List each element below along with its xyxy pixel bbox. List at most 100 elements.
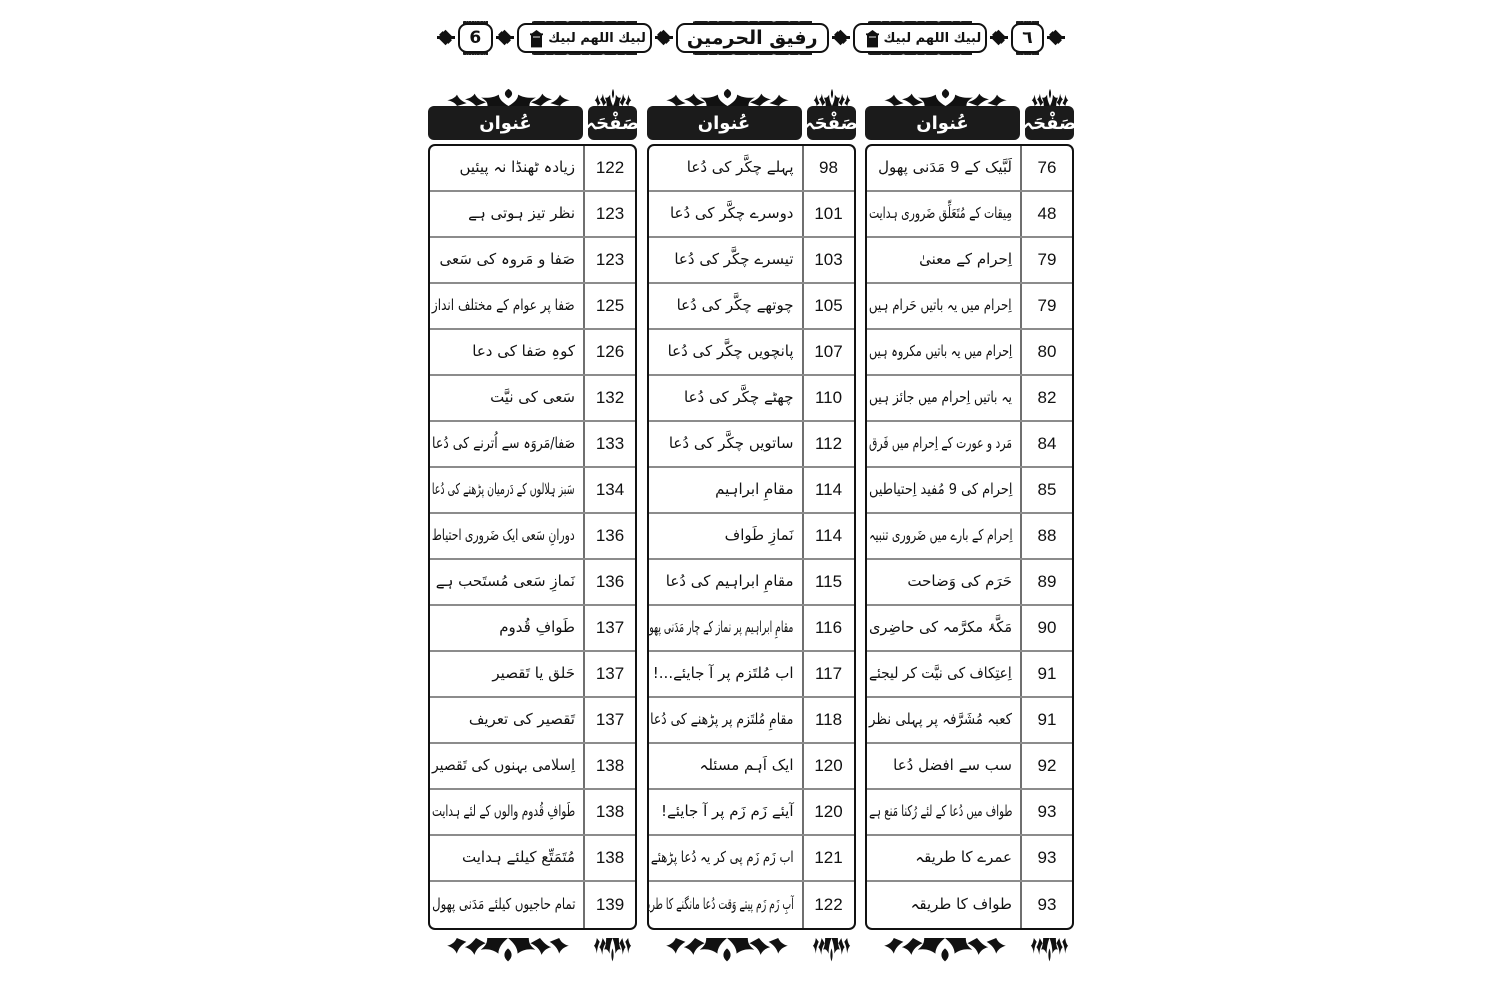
table-row[interactable]: 134 سَبز ہِلالوں کے دَرمیان پڑھنے کی دُعا (430, 468, 635, 514)
table-row[interactable]: 79 اِحرام میں یہ باتیں حَرام ہیں (867, 284, 1072, 330)
row-title: مقامِ ابراہیم کی دُعا (665, 572, 794, 591)
table-row[interactable]: 138 طَوافِ قُدوم والوں کے لئے ہدایت (430, 790, 635, 836)
table-row[interactable]: 84 مَرد و عورت کے اِحرام میں فَرق (867, 422, 1072, 468)
floral-ornament-icon (447, 938, 569, 962)
row-title: حَرَم کی وَضاحت (907, 572, 1012, 591)
header-cell-page: صَفْحَہ (1023, 106, 1076, 140)
table-row[interactable]: 137 طَوافِ قُدوم (430, 606, 635, 652)
table-row[interactable]: 85 اِحرام کی 9 مُفید اِحتیاطیں (867, 468, 1072, 514)
diamond-ornament-icon (990, 28, 1009, 48)
row-title: حَلق یا تَقصیر (492, 664, 575, 683)
table-row[interactable]: 114 مقامِ ابراہیم (648, 468, 854, 514)
row-page-number: 134 (583, 468, 635, 512)
table-row[interactable]: 122 آبِ زَم زَم پیتے وَقت دُعا مانگنے کا … (649, 882, 854, 928)
row-page-number: 79 (1020, 284, 1072, 328)
table-row[interactable]: 138 اِسلامی بہنوں کی تَقصیر (430, 744, 635, 790)
row-page-number: 92 (1020, 744, 1072, 788)
diamond-ornament-icon (1046, 28, 1065, 48)
table-row[interactable]: 93 طواف کا طریقہ (867, 882, 1072, 928)
table-row[interactable]: 117 اب مُلتَزم پر آ جایئے...! (648, 652, 854, 698)
row-title: پہلے چکَّر کی دُعا (686, 158, 794, 177)
table-row[interactable]: 118 مقامِ مُلتَزم پر پڑھنے کی دُعا (648, 698, 854, 744)
floral-ornament-icon (665, 938, 788, 962)
table-row[interactable]: 89 حَرَم کی وَضاحت (867, 560, 1072, 606)
row-title: صَفا و مَروہ کی سَعی (439, 250, 575, 269)
row-title: اِعتِکاف کی نیَّت کر لیجئے (869, 664, 1012, 683)
table-row[interactable]: 48 مِیقات کے مُتَعَلِّق ضَروری ہدایت (867, 192, 1072, 238)
table-row[interactable]: 107 پانچویں چکَّر کی دُعا (648, 330, 854, 376)
talbiyah-right-cartouche: لبيك اللهم لبيك (852, 18, 988, 53)
row-page-number: 122 (801, 882, 854, 928)
header-cell-title: عُنوان (865, 106, 1020, 140)
row-title: اِحرام میں یہ باتیں مکروہ ہیں (868, 342, 1012, 361)
floral-ornament-icon (594, 88, 632, 106)
table-row[interactable]: 115 مقامِ ابراہیم کی دُعا (648, 560, 854, 606)
row-title: تیسرے چکَّر کی دُعا (674, 250, 794, 269)
row-page-number: 137 (583, 698, 635, 742)
table-row[interactable]: 120 ایک اَہم مسئلہ (648, 744, 854, 790)
table-row[interactable]: 103 تیسرے چکَّر کی دُعا (648, 238, 854, 284)
table-row[interactable]: 98 پہلے چکَّر کی دُعا (648, 146, 854, 192)
table-row[interactable]: 133 صَفا/مَروَہ سے اُترنے کی دُعا (430, 422, 635, 468)
table-row[interactable]: 79 اِحرام کے معنیٰ (867, 238, 1072, 284)
table-row[interactable]: 93 طواف میں دُعا کے لئے رُکنا مَنع ہے (867, 790, 1072, 836)
row-page-number: 126 (583, 330, 635, 374)
row-page-number: 118 (801, 698, 854, 742)
table-row[interactable]: 90 مَکَّۂ مکرَّمہ کی حاضِری (867, 606, 1072, 652)
book-title-cartouche: رفیق الحرمین (675, 18, 829, 53)
table-row[interactable]: 122 زیادہ ٹھنڈا نہ پیئیں (430, 146, 635, 192)
table-row[interactable]: 114 نَمازِ طَواف (648, 514, 854, 560)
row-page-number: 138 (583, 744, 635, 788)
table-row[interactable]: 136 نَمازِ سَعی مُستَحب ہے (430, 560, 635, 606)
table-row[interactable]: 80 اِحرام میں یہ باتیں مکروہ ہیں (867, 330, 1072, 376)
row-page-number: 101 (801, 192, 854, 236)
diamond-ornament-icon (496, 28, 515, 48)
table-row[interactable]: 126 کوہِ صَفا کی دعا (430, 330, 635, 376)
page-number-latin: 6 (469, 27, 483, 48)
column-header: صَفْحَہ عُنوان (646, 106, 858, 140)
row-page-number: 137 (583, 652, 635, 696)
table-row[interactable]: 125 صَفا پر عوام کے مختلف انداز (430, 284, 635, 330)
table-row[interactable]: 101 دوسرے چکَّر کی دُعا (648, 192, 854, 238)
table-row[interactable]: 91 کعبہ مُشَرَّفہ پر پہلی نظر (867, 698, 1072, 744)
table-row[interactable]: 132 سَعی کی نیَّت (430, 376, 635, 422)
table-row[interactable]: 105 چوتھے چکَّر کی دُعا (648, 284, 854, 330)
table-row[interactable]: 137 تَقصیر کی تعریف (430, 698, 635, 744)
row-title: مَکَّۂ مکرَّمہ کی حاضِری (868, 618, 1012, 637)
header-cell-page: صَفْحَہ (586, 106, 639, 140)
row-title: اِحرام کی 9 مُفید اِحتیاطیں (868, 480, 1012, 499)
table-row[interactable]: 136 دورانِ سَعی ایک ضَروری احتیاط (430, 514, 635, 560)
row-title: اب زَم زَم پی کر یہ دُعا پڑھئے (650, 848, 794, 867)
table-row[interactable]: 91 اِعتِکاف کی نیَّت کر لیجئے (867, 652, 1072, 698)
row-page-number: 114 (801, 468, 854, 512)
table-row[interactable]: 138 مُتَمَتِّع کیلئے ہدایت (430, 836, 635, 882)
diamond-ornament-icon (654, 28, 673, 48)
table-row[interactable]: 112 ساتویں چکَّر کی دُعا (648, 422, 854, 468)
column-middle: صَفْحَہ عُنوان 98 پہلے چکَّر کی دُعا 101 دوسر… (646, 86, 858, 930)
table-row[interactable]: 88 اِحرام کے بارے میں ضَروری تنبیہ (867, 514, 1072, 560)
table-row[interactable]: 116 مقامِ ابراہیم پر نماز کے چار مَدَنی پ… (648, 606, 854, 652)
row-title: مقامِ ابراہیم پر نماز کے چار مَدَنی پھول (648, 618, 794, 637)
column-header: صَفْحَہ عُنوان (865, 106, 1076, 140)
table-row[interactable]: 110 چھٹے چکَّر کی دُعا (648, 376, 854, 422)
row-title: تَقصیر کی تعریف (468, 710, 575, 729)
table-row[interactable]: 123 نظر تیز ہوتی ہے (430, 192, 635, 238)
row-title: اِحرام کے معنیٰ (919, 250, 1012, 269)
row-page-number: 122 (583, 146, 635, 190)
column-table: 122 زیادہ ٹھنڈا نہ پیئیں 123 نظر تیز ہوتی ہ… (428, 144, 637, 930)
row-page-number: 93 (1020, 882, 1072, 928)
row-page-number: 98 (801, 146, 854, 190)
table-row[interactable]: 123 صَفا و مَروہ کی سَعی (430, 238, 635, 284)
table-row[interactable]: 121 اب زَم زَم پی کر یہ دُعا پڑھئے (648, 836, 854, 882)
header-cell-title: عُنوان (428, 106, 583, 140)
floral-ornament-icon (1031, 88, 1069, 106)
row-page-number: 107 (801, 330, 854, 374)
table-row[interactable]: 93 عمرے کا طریقہ (867, 836, 1072, 882)
table-row[interactable]: 76 لَبَّیک کے 9 مَدَنی پھول (867, 146, 1072, 192)
row-page-number: 138 (583, 836, 635, 880)
table-row[interactable]: 92 سب سے افضل دُعا (867, 744, 1072, 790)
table-row[interactable]: 137 حَلق یا تَقصیر (430, 652, 635, 698)
table-row[interactable]: 82 یہ باتیں اِحرام میں جائز ہیں (867, 376, 1072, 422)
table-row[interactable]: 120 آیئے زَم زَم پر آ جایئے! (648, 790, 854, 836)
table-row[interactable]: 139 تمام حاجیوں کیلئے مَدَنی پھول (430, 882, 635, 928)
